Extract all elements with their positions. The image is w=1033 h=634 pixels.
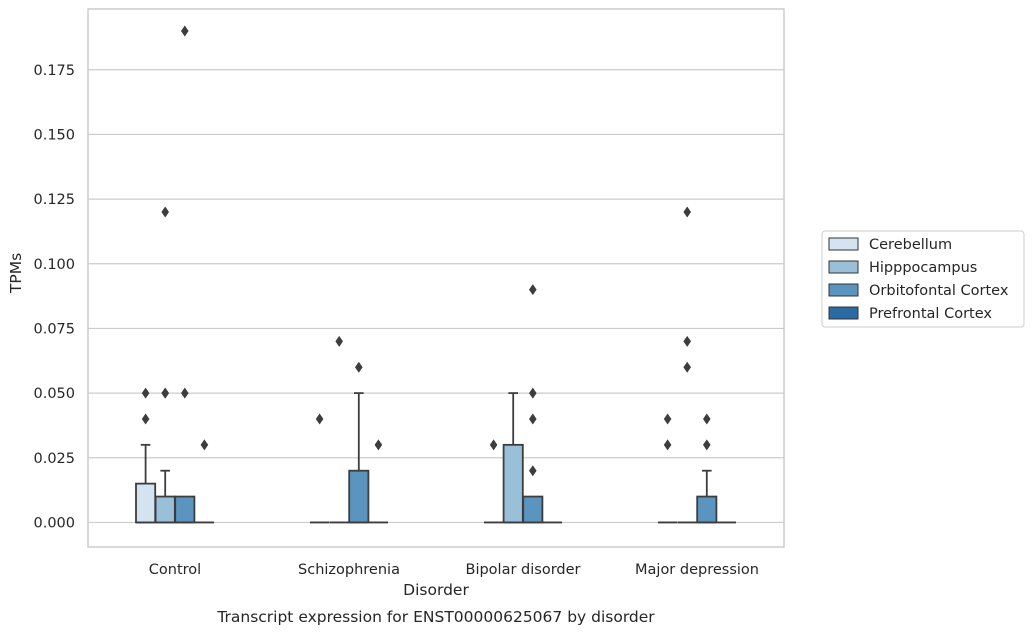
outlier-point: [489, 439, 498, 451]
tick-labels: 0.000 0.025 0.050 0.075 0.100 0.125 0.150 0.175…: [33, 63, 759, 578]
plot-area-frame: [87, 8, 785, 548]
outlier-point: [141, 387, 150, 399]
box-2-3: [696, 413, 718, 524]
outlier-point: [181, 25, 189, 37]
outlier-point: [703, 413, 711, 425]
y-tick-label: 0.050: [33, 386, 75, 402]
legend-label: Orbitofontal Cortex: [869, 283, 1009, 299]
x-tick-label: Schizophrenia: [298, 562, 400, 578]
outlier-point: [161, 206, 169, 218]
chart-title: Transcript expression for ENST0000062506…: [216, 608, 655, 626]
outlier-point: [335, 335, 343, 347]
box-0-1: [309, 413, 330, 524]
outlier-point: [374, 439, 383, 451]
y-tick-label: 0.125: [33, 192, 75, 208]
outlier-point: [200, 439, 209, 451]
x-tick-label: Control: [149, 562, 201, 578]
x-tick-label: Major depression: [635, 562, 759, 578]
legend-swatch: [828, 237, 859, 251]
box-2-2: [522, 284, 544, 524]
box-2-1: [348, 361, 370, 524]
outlier-point: [529, 413, 537, 425]
outlier-point: [529, 387, 537, 399]
legend-label: Prefrontal Cortex: [869, 306, 992, 322]
box-body: [348, 469, 370, 524]
y-tick-label: 0.075: [33, 321, 75, 337]
outlier-point: [315, 413, 324, 425]
outlier-point: [529, 465, 537, 477]
outlier-point: [663, 413, 672, 425]
legend-label: Cerebellum: [869, 237, 952, 253]
box-body: [502, 443, 524, 524]
box-0-2: [483, 439, 504, 524]
x-axis-label: Disorder: [403, 581, 469, 599]
box-0-0: [135, 387, 157, 524]
box-1-2: [502, 392, 524, 524]
legend: Cerebellum Hipppocampus Orbitofontal Corte…: [821, 230, 1025, 328]
y-tick-label: 0.025: [33, 451, 75, 467]
box-body: [154, 495, 176, 524]
y-tick-label: 0.150: [33, 127, 75, 143]
box-1-0: [154, 206, 176, 524]
box-series-layer: [135, 25, 737, 524]
x-tick-label: Bipolar disorder: [466, 562, 581, 578]
outlier-point: [529, 284, 537, 296]
legend-label: Hipppocampus: [869, 260, 977, 276]
box-body: [696, 495, 718, 524]
outlier-point: [663, 439, 672, 451]
box-3-0: [194, 439, 215, 524]
box-2-0: [174, 25, 196, 524]
y-axis-label: TPMs: [7, 253, 25, 294]
outlier-point: [683, 335, 691, 347]
outlier-point: [683, 361, 691, 373]
outlier-point: [683, 206, 691, 218]
box-0-3: [657, 413, 678, 524]
y-tick-label: 0.000: [33, 515, 75, 531]
outlier-point: [161, 387, 169, 399]
legend-swatch: [828, 306, 859, 320]
box-3-1: [368, 439, 389, 524]
box-1-3: [677, 206, 697, 524]
box-1-1: [329, 335, 349, 524]
legend-frame: [821, 230, 1025, 328]
legend-swatch: [828, 283, 859, 297]
box-body: [522, 495, 544, 524]
outlier-point: [355, 361, 363, 373]
y-tick-label: 0.175: [33, 63, 75, 79]
y-tick-label: 0.100: [33, 257, 75, 273]
box-body: [135, 482, 157, 524]
box-body: [174, 495, 196, 524]
outlier-point: [141, 413, 150, 425]
legend-swatch: [828, 260, 859, 274]
outlier-point: [181, 387, 189, 399]
outlier-point: [703, 439, 711, 451]
